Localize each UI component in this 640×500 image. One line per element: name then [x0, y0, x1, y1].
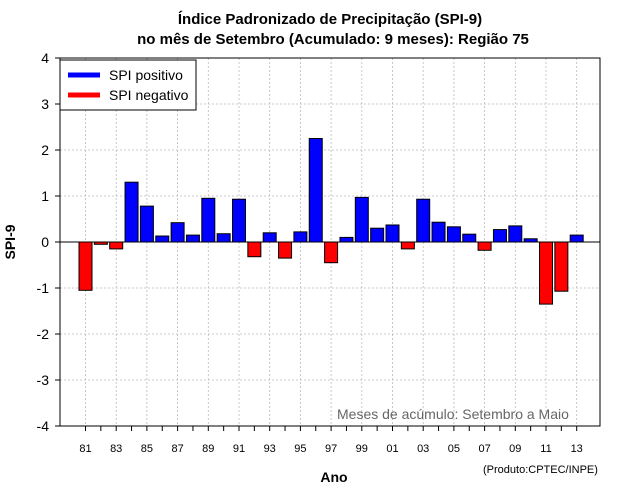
product-credit: (Produto:CPTEC/INPE) — [483, 464, 598, 476]
bar-04 — [431, 221, 446, 243]
x-tick-label: 89 — [202, 443, 214, 455]
x-tick-label: 99 — [356, 443, 368, 455]
chart-title: Índice Padronizado de Precipitação (SPI-… — [178, 11, 482, 28]
bar-12 — [554, 241, 569, 292]
bar-96 — [308, 138, 323, 243]
x-tick-label: 87 — [171, 443, 183, 455]
x-tick-label: 05 — [448, 443, 460, 455]
bars — [78, 138, 584, 305]
legend-label-negative: SPI negativo — [109, 87, 189, 103]
annotation-text: Meses de acúmulo: Setembro a Maio — [337, 406, 569, 422]
bar-92 — [247, 241, 262, 258]
x-axis: 81 83 85 87 89 91 93 95 97 99 01 03 05 07 09 11 13 — [79, 426, 583, 455]
bar-86 — [155, 235, 170, 243]
bar-11 — [539, 241, 553, 305]
x-tick-label: 91 — [233, 443, 245, 455]
bar-94 — [278, 241, 293, 259]
bar-98 — [339, 236, 354, 243]
bar-13 — [569, 234, 584, 243]
x-tick-label: 83 — [110, 443, 122, 455]
x-tick-label: 07 — [478, 443, 490, 455]
x-tick-label: 81 — [79, 443, 91, 455]
x-tick-label: 85 — [141, 443, 153, 455]
bar-08 — [492, 229, 507, 243]
legend-box — [59, 59, 197, 111]
bar-01 — [385, 224, 400, 243]
bar-88 — [185, 234, 200, 243]
bar-00 — [370, 227, 385, 243]
x-tick-label: 13 — [571, 443, 583, 455]
bar-97 — [324, 241, 339, 264]
legend-label-positive: SPI positivo — [109, 67, 183, 83]
y-axis-label: SPI-9 — [2, 224, 18, 259]
bar-09 — [508, 225, 523, 243]
bar-87 — [170, 222, 185, 243]
bar-06 — [462, 233, 477, 243]
bar-83 — [109, 241, 124, 250]
x-tick-label: 03 — [417, 443, 429, 455]
chart-subtitle: no mês de Setembro (Acumulado: 9 meses):… — [137, 31, 529, 48]
x-tick-label: 93 — [264, 443, 276, 455]
x-tick-label: 97 — [325, 443, 337, 455]
bar-99 — [354, 196, 369, 243]
bar-81 — [78, 241, 93, 291]
y-tick-label: 2 — [41, 142, 49, 158]
y-tick-label: 3 — [41, 96, 49, 112]
bar-90 — [216, 233, 231, 243]
bar-89 — [201, 197, 216, 243]
legend: SPI positivo SPI negativo — [59, 59, 197, 111]
y-tick-label: 4 — [41, 50, 49, 66]
y-tick-label: 0 — [41, 234, 49, 250]
bar-84 — [124, 181, 139, 243]
bar-85 — [139, 205, 154, 243]
y-tick-label: 1 — [41, 188, 49, 204]
bar-07 — [477, 241, 492, 251]
bar-95 — [293, 231, 308, 243]
x-tick-label: 09 — [509, 443, 521, 455]
y-tick-label: -1 — [37, 280, 50, 296]
x-tick-label: 95 — [294, 443, 306, 455]
bar-05 — [446, 226, 461, 243]
bar-03 — [416, 198, 431, 243]
x-axis-label: Ano — [320, 469, 347, 485]
bar-93 — [262, 232, 277, 243]
y-tick-label: -3 — [37, 372, 50, 388]
bar-91 — [232, 198, 246, 243]
y-tick-label: -4 — [37, 418, 50, 434]
bar-02 — [400, 241, 415, 250]
y-tick-label: -2 — [37, 326, 50, 342]
x-tick-label: 01 — [386, 443, 398, 455]
x-tick-label: 11 — [540, 443, 551, 455]
y-axis: 4 3 2 1 0 -1 -2 -3 -4 — [37, 50, 60, 434]
